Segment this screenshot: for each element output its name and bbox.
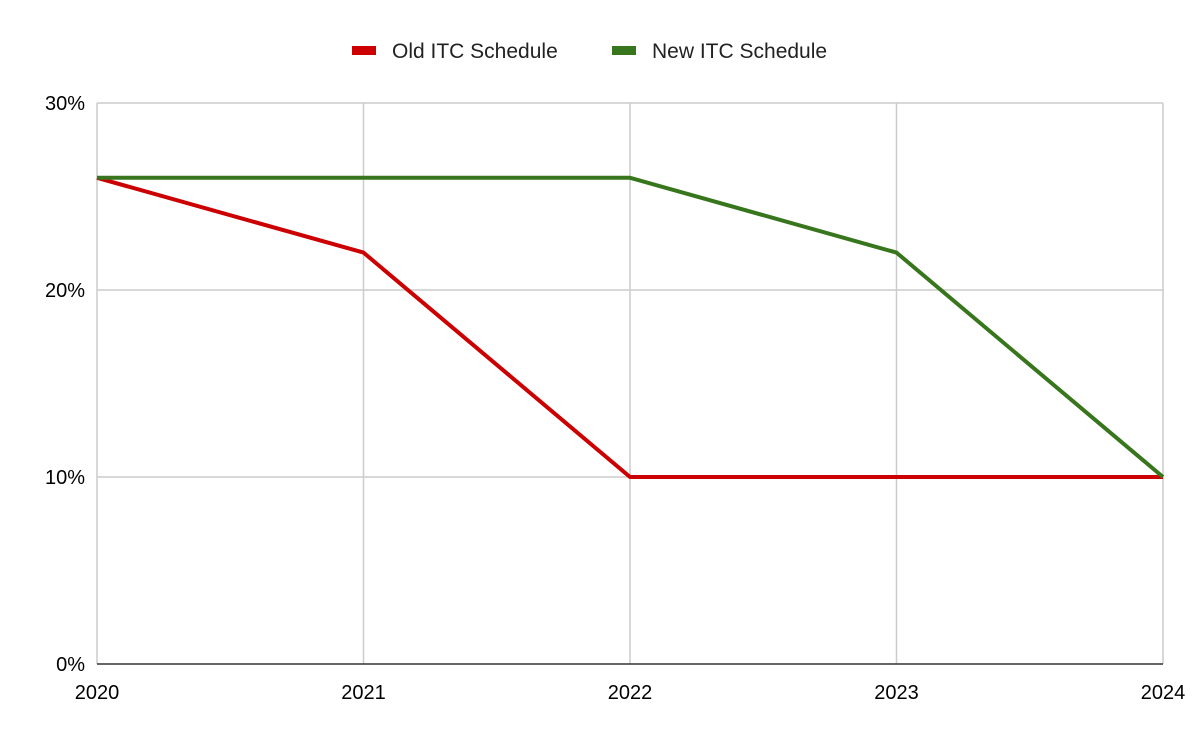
legend: Old ITC Schedule New ITC Schedule <box>352 40 827 63</box>
y-tick-label: 20% <box>45 280 85 302</box>
legend-swatch <box>352 46 376 55</box>
x-tick-label: 2023 <box>874 682 919 704</box>
x-tick-label: 2024 <box>1141 682 1186 704</box>
y-tick-label: 0% <box>56 654 85 676</box>
x-tick-label: 2020 <box>75 682 120 704</box>
legend-label: Old ITC Schedule <box>392 40 558 63</box>
y-tick-label: 10% <box>45 467 85 489</box>
x-tick-label: 2022 <box>608 682 653 704</box>
tick-labels: 0% 10% 20% 30% 2020 2021 2022 2023 2024 <box>45 93 1185 704</box>
legend-swatch <box>612 46 636 55</box>
y-tick-label: 30% <box>45 93 85 115</box>
series-line-old-itc-schedule <box>96 175 1163 479</box>
series-line-new-itc-schedule <box>97 175 1165 479</box>
series-layer <box>96 175 1165 479</box>
grid <box>96 102 1164 664</box>
x-tick-label: 2021 <box>341 682 386 704</box>
legend-label: New ITC Schedule <box>652 40 827 63</box>
